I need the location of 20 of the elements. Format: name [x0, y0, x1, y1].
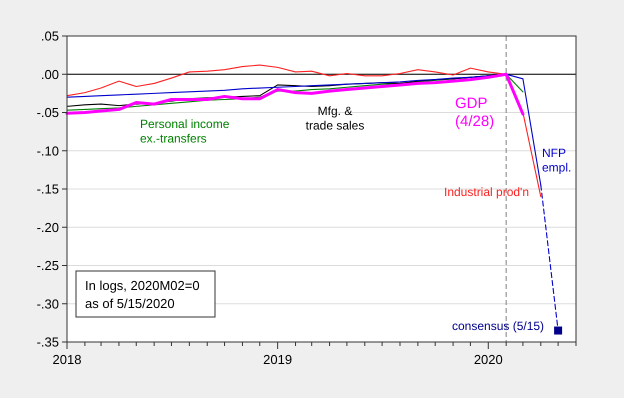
line-series: [66, 64, 542, 198]
y-tick-label: -.35: [36, 334, 59, 350]
y-tick-label: -.05: [36, 105, 59, 120]
y-tick-label: -.20: [36, 220, 59, 235]
series-label: Personal income ex.-transfers: [140, 117, 230, 146]
series-label: NFP empl.: [542, 146, 572, 174]
y-tick-label: -.30: [36, 296, 59, 312]
x-tick-label: 2018: [52, 352, 82, 367]
y-tick-label: .00: [40, 66, 59, 82]
x-tick-label: 2020: [474, 352, 503, 367]
y-tick-label: -.10: [36, 143, 59, 158]
y-tick-label: .05: [40, 28, 59, 44]
y-tick-label: -.15: [36, 182, 59, 197]
annotation: In logs, 2020M02=0 as of 5/15/2020: [85, 278, 200, 311]
y-tick-label: -.25: [36, 258, 59, 274]
series-label: Industrial prod'n: [444, 185, 530, 199]
x-tick-label: 2019: [263, 352, 292, 367]
series-label: consensus (5/15): [452, 319, 544, 333]
series-label: Mfg. & trade sales: [306, 104, 364, 132]
series-label: GDP (4/28): [455, 95, 494, 130]
